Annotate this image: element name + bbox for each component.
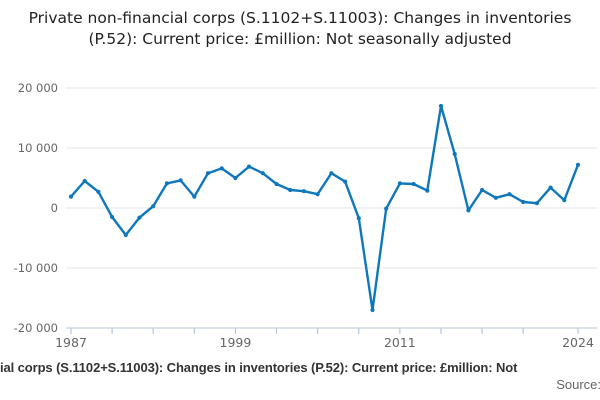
- y-tick-label: 10 000: [18, 141, 58, 155]
- data-point-marker: [370, 307, 375, 313]
- data-point-marker: [137, 215, 142, 220]
- data-point-marker: [356, 216, 361, 221]
- data-point-marker: [329, 171, 334, 176]
- data-point-marker: [452, 151, 457, 157]
- data-point-marker: [219, 166, 224, 171]
- data-point-marker: [274, 181, 279, 187]
- data-point-marker: [493, 195, 498, 200]
- data-point-marker: [82, 178, 87, 184]
- x-tick-label: 1999: [220, 335, 252, 350]
- data-point-marker: [288, 187, 293, 193]
- data-point-marker: [438, 103, 444, 109]
- data-point-marker: [178, 178, 183, 183]
- data-point-marker: [315, 192, 320, 197]
- data-point-marker: [343, 179, 348, 184]
- footer-caption: ial corps (S.1102+S.11003): Changes in i…: [0, 360, 518, 375]
- x-tick-label: 2024: [562, 335, 594, 350]
- y-tick-label: -20 000: [14, 321, 58, 335]
- data-point-marker: [480, 187, 485, 193]
- y-tick-label: -10 000: [14, 261, 58, 275]
- source-label: Source:: [556, 377, 600, 392]
- data-point-marker: [548, 185, 553, 190]
- data-point-marker: [233, 175, 238, 181]
- data-point-marker: [110, 214, 115, 220]
- data-point-marker: [397, 181, 402, 186]
- data-point-marker: [425, 188, 430, 193]
- data-point-marker: [164, 181, 169, 186]
- data-point-marker: [247, 164, 252, 169]
- data-point-marker: [534, 201, 540, 206]
- data-point-marker: [562, 198, 567, 203]
- data-point-marker: [68, 194, 74, 199]
- data-point-marker: [411, 181, 416, 187]
- y-tick-label: 0: [51, 201, 58, 215]
- data-point-marker: [466, 208, 471, 213]
- data-point-marker: [301, 189, 306, 194]
- data-point-marker: [123, 232, 128, 238]
- series-line: [69, 104, 580, 312]
- data-point-marker: [384, 206, 389, 211]
- data-point-marker: [96, 189, 101, 194]
- page-title: Private non-financial corps (S.1102+S.11…: [28, 9, 572, 48]
- data-point-marker: [151, 204, 156, 209]
- data-point-marker: [521, 199, 526, 205]
- y-tick-label: 20 000: [18, 81, 58, 95]
- data-point-marker: [575, 162, 581, 167]
- x-tick-label: 2011: [384, 335, 416, 350]
- data-point-marker: [260, 171, 265, 176]
- x-tick-label: 1987: [55, 335, 87, 350]
- data-point-marker: [192, 194, 197, 199]
- data-point-marker: [507, 192, 512, 197]
- data-point-marker: [205, 171, 211, 176]
